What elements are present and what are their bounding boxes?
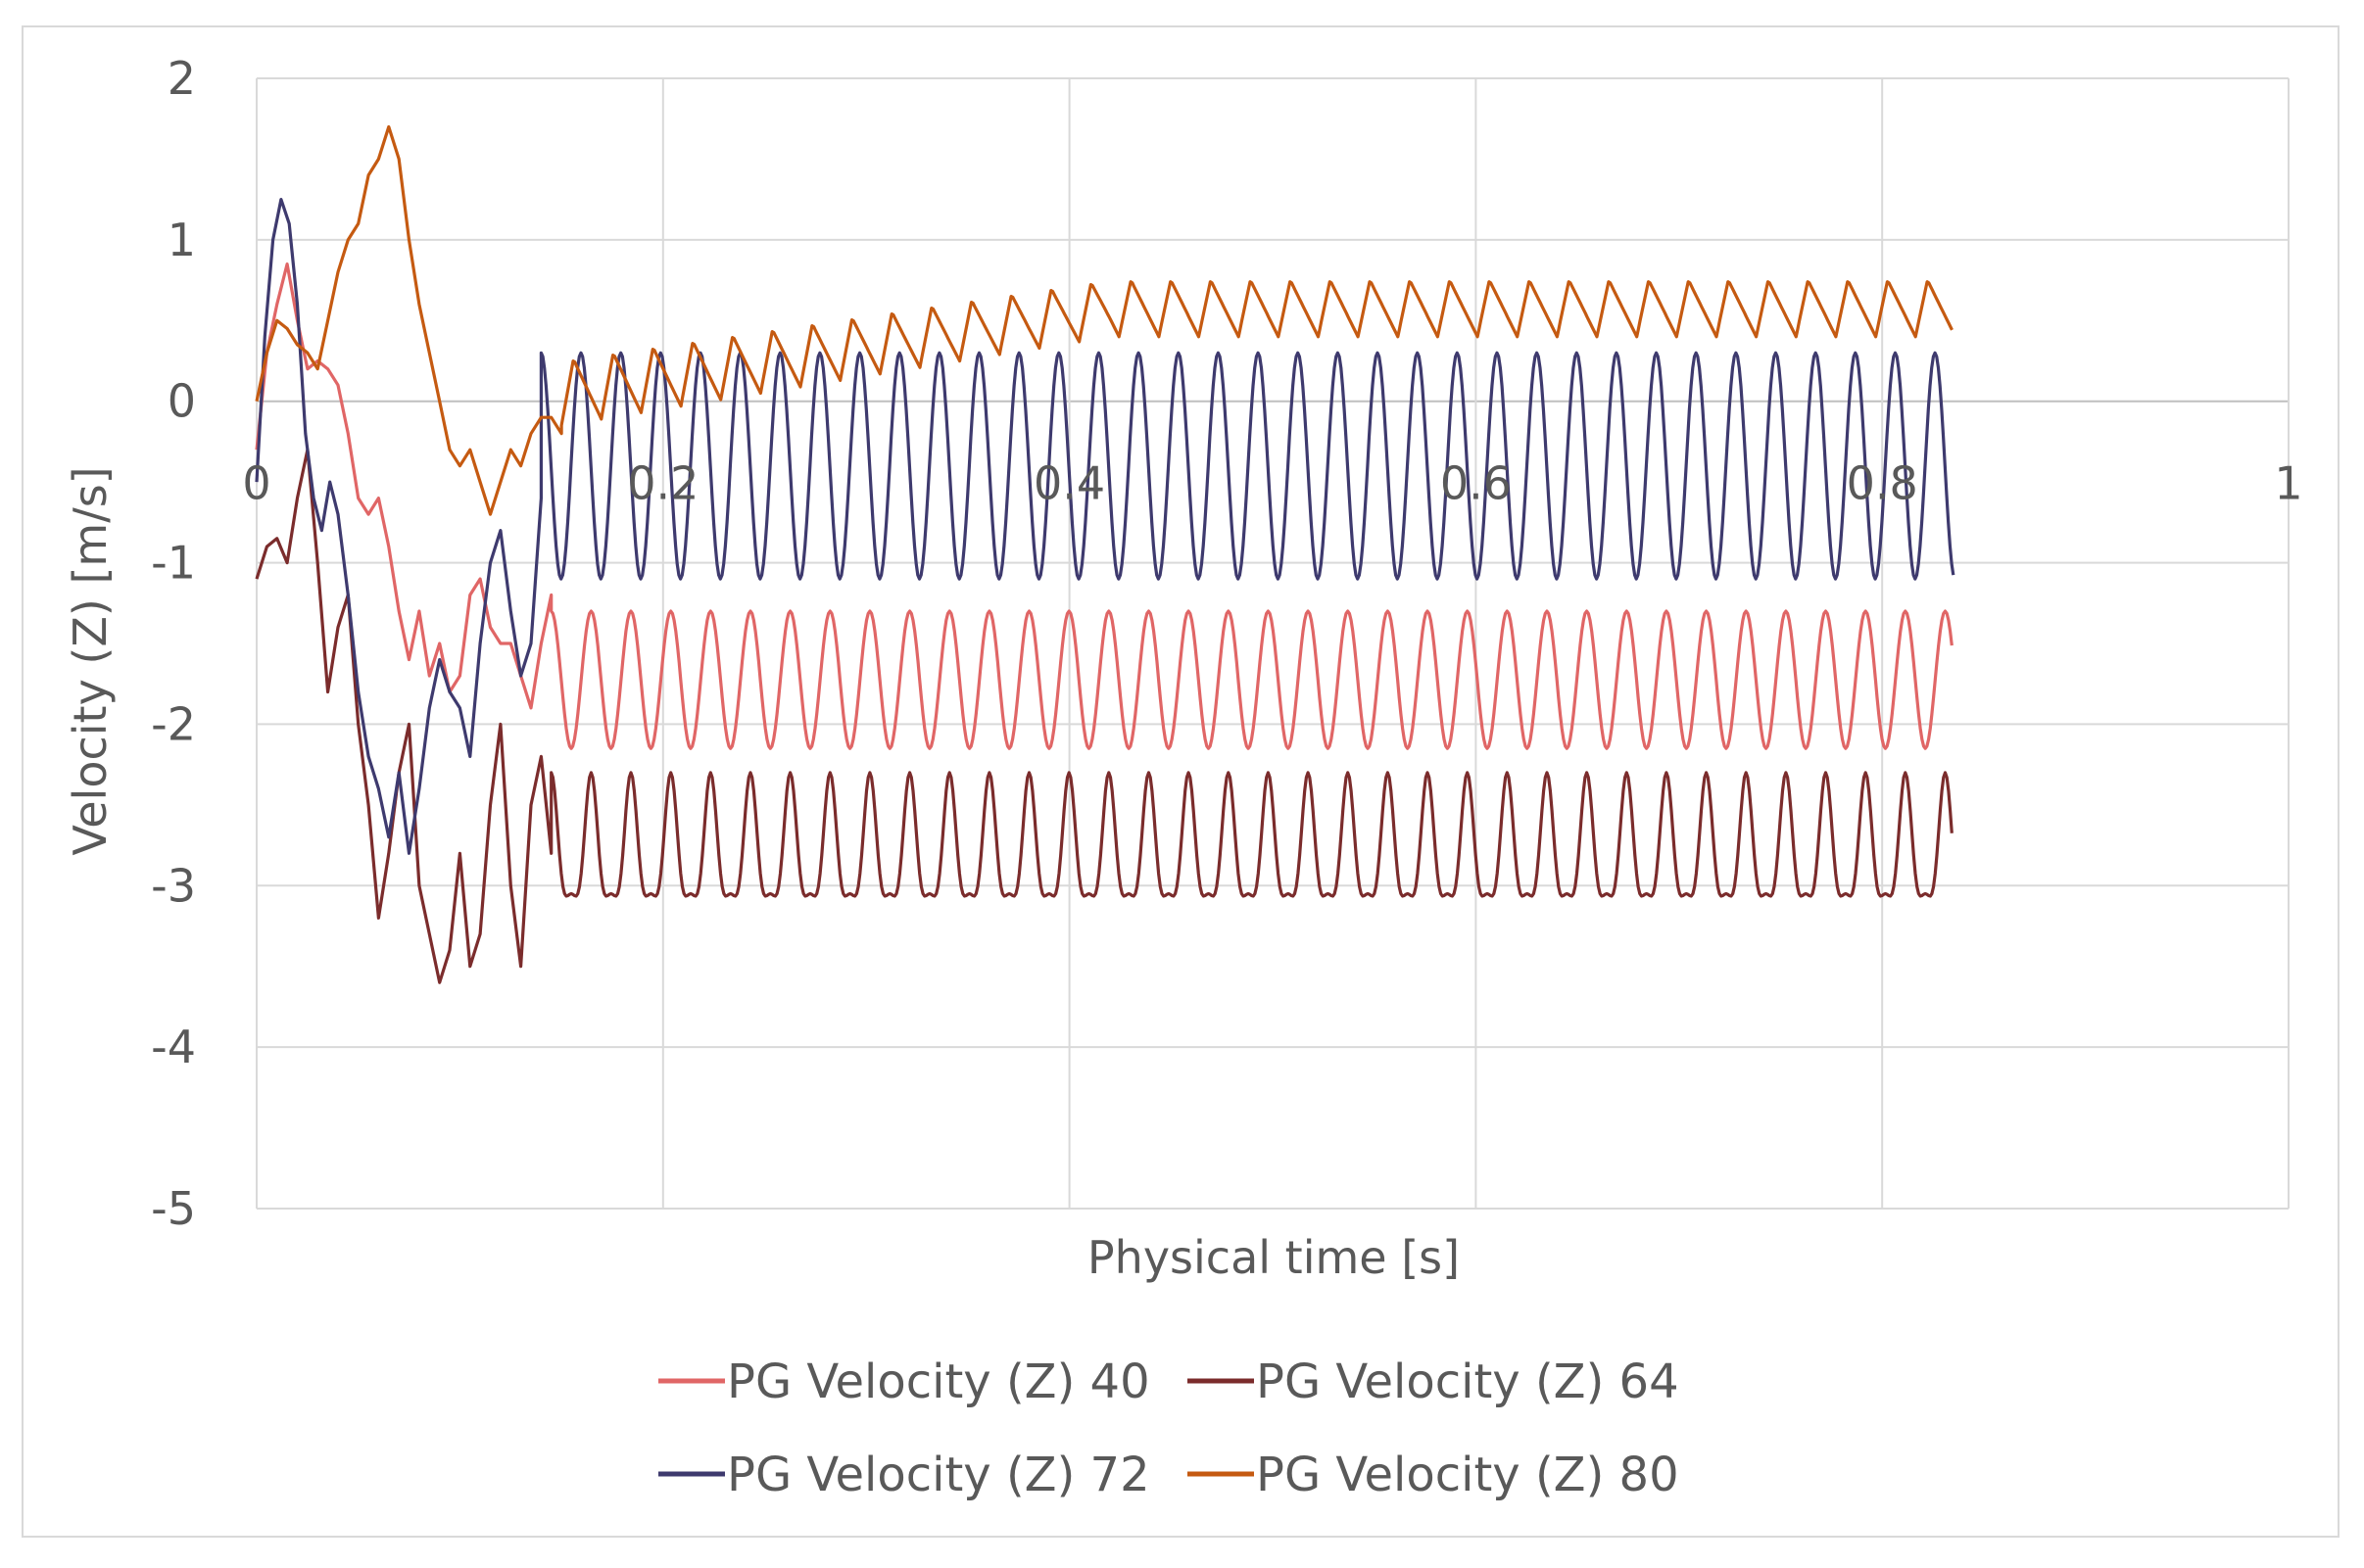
x-axis-title: Physical time [s]: [1087, 1231, 1460, 1284]
series-line-80: [255, 124, 1954, 516]
series-lines: [255, 124, 1955, 984]
legend-label-40: PG Velocity (Z) 40: [727, 1354, 1150, 1409]
x-tick-0.4: 0.4: [1034, 457, 1105, 510]
y-tick--5: -5: [151, 1182, 196, 1235]
legend: PG Velocity (Z) 40 PG Velocity (Z) 64 PG…: [658, 1354, 1679, 1502]
x-tick-0: 0: [242, 457, 270, 510]
y-tick--2: -2: [151, 697, 196, 750]
y-tick--1: -1: [151, 537, 196, 590]
x-tick-0.8: 0.8: [1847, 457, 1918, 510]
y-tick-0: 0: [168, 375, 196, 428]
legend-label-80: PG Velocity (Z) 80: [1256, 1448, 1679, 1502]
legend-label-64: PG Velocity (Z) 64: [1256, 1354, 1679, 1409]
y-tick--4: -4: [151, 1021, 196, 1073]
y-tick--3: -3: [151, 859, 196, 912]
series-line-40: [255, 262, 1954, 750]
y-tick-2: 2: [168, 52, 196, 105]
x-tick-0.2: 0.2: [627, 457, 699, 510]
x-tick-labels: 0 0.2 0.4 0.6 0.8 1: [242, 457, 2302, 510]
chart-frame: [22, 25, 2340, 1538]
grid-lines: [256, 77, 2290, 1210]
y-tick-1: 1: [168, 214, 196, 266]
series-line-72: [255, 198, 1955, 855]
y-tick-labels: 2 1 0 -1 -2 -3 -4 -5: [151, 52, 196, 1235]
y-axis-title: Velocity (Z) [m/s]: [64, 466, 117, 855]
series-line-64: [255, 448, 1954, 984]
x-tick-0.6: 0.6: [1440, 457, 1512, 510]
legend-label-72: PG Velocity (Z) 72: [727, 1448, 1150, 1502]
x-tick-1: 1: [2274, 457, 2302, 510]
